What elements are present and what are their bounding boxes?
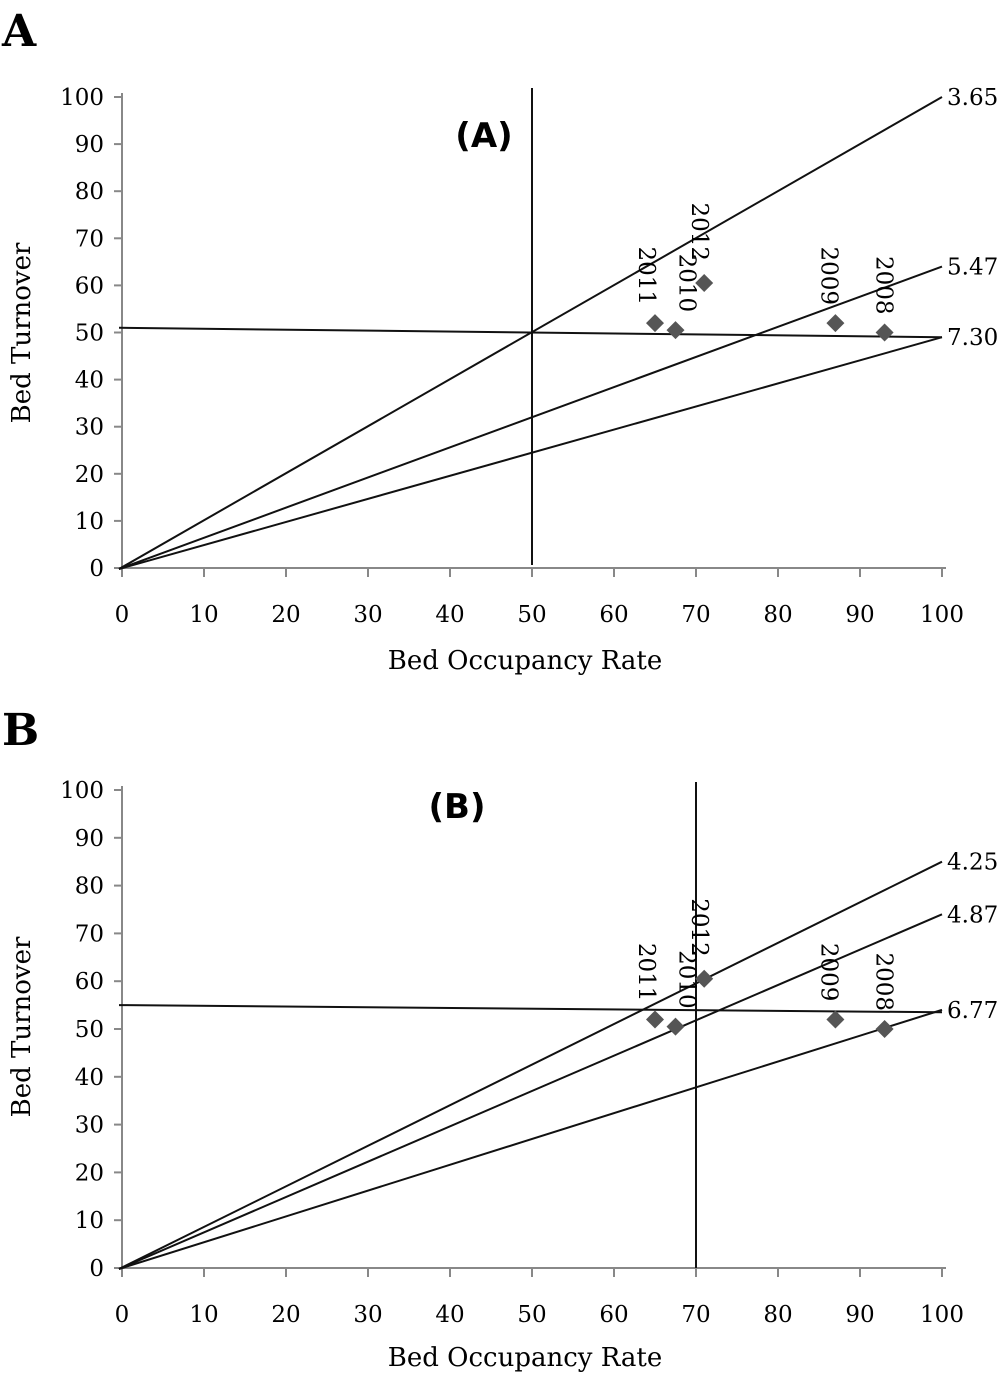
panel-a-isocline-line: [118, 96, 943, 570]
panel-a-y-tick-label: 40: [75, 368, 104, 394]
panel-a-isocline-line: [118, 336, 943, 570]
panel-a-y-tick-label: 90: [75, 132, 104, 158]
panel-a-x-tick-label: 30: [353, 602, 382, 628]
panel-a-point-2008: [875, 323, 894, 342]
panel-b-year-label-2012: 2012: [686, 898, 712, 957]
panel-b-y-tick-label: 100: [60, 778, 104, 804]
panel-b: B (B) Bed Occupancy Rate Bed Turnover 0 1…: [2, 705, 998, 1373]
panel-b-year-label-2010: 2010: [674, 950, 700, 1009]
panel-a-x-tick-label: 10: [189, 602, 218, 628]
panel-a-point-2011: [646, 314, 664, 333]
panel-a-x-tick-label: 20: [271, 602, 300, 628]
panel-b-y-tick-label: 30: [75, 1113, 104, 1139]
panel-b-y-tick-label: 10: [75, 1208, 104, 1234]
panel-b-y-tick-label: 80: [75, 874, 104, 900]
panel-b-reference-lines: [118, 782, 943, 1268]
panel-a-x-tick-label: 0: [115, 602, 130, 628]
panel-b-title: (B): [429, 787, 486, 827]
panel-b-year-label-2009: 2009: [815, 943, 841, 1002]
panel-a-x-tick-label: 90: [845, 602, 874, 628]
panel-a-point-2010: [666, 321, 685, 340]
panel-b-y-tick-label: 50: [75, 1017, 104, 1043]
panel-a-y-axis-title: Bed Turnover: [7, 242, 37, 423]
panel-a-isocline-label: 5.47: [947, 255, 998, 281]
panel-b-x-tick-label: 0: [115, 1302, 130, 1328]
panel-a-point-2012: [695, 274, 714, 293]
panel-b-isocline-line: [118, 913, 943, 1270]
panel-a-y-tick-label: 10: [75, 509, 104, 535]
panel-a-title: (A): [455, 116, 512, 156]
panel-b-isocline-label: 6.77: [947, 998, 998, 1024]
panel-b-y-tick-label: 70: [75, 921, 104, 947]
panel-b-y-tick-label: 40: [75, 1065, 104, 1091]
panel-a-year-label-2008: 2008: [871, 256, 897, 315]
panel-b-isocline-label: 4.25: [947, 850, 998, 876]
panel-b-x-tick-label: 70: [681, 1302, 710, 1328]
panel-a-isocline-label: 7.30: [947, 325, 998, 351]
panel-a-reference-lines: [118, 88, 943, 565]
panel-b-x-tick-label: 80: [763, 1302, 792, 1328]
panel-b-y-tick-label: 20: [75, 1160, 104, 1186]
panel-a-year-label-2011: 2011: [633, 247, 659, 306]
panel-b-point-2012: [695, 969, 714, 988]
panel-a-x-tick-label: 70: [681, 602, 710, 628]
panel-b-point-2009: [826, 1010, 845, 1029]
panel-b-isocline-label: 4.87: [947, 902, 998, 928]
panel-a-y-tick-label: 80: [75, 179, 104, 205]
panel-a-year-label-2012: 2012: [686, 202, 712, 261]
panel-a-isocline-label: 3.65: [947, 85, 998, 111]
panel-b-x-tick-label: 20: [271, 1302, 300, 1328]
panel-a-year-label-2009: 2009: [815, 247, 841, 306]
panel-b-isocline-line: [118, 1008, 943, 1270]
panel-b-point-2010: [666, 1017, 685, 1036]
panel-a-x-tick-label: 50: [517, 602, 546, 628]
panel-a-y-tick-label: 100: [60, 85, 104, 111]
panel-b-horizontal-reference-line: [118, 1004, 943, 1014]
panel-a-x-axis-title: Bed Occupancy Rate: [388, 646, 663, 676]
panel-a-y-tick-label: 60: [75, 273, 104, 299]
panel-a-y-tick-label: 50: [75, 321, 104, 347]
panel-b-y-axis-title: Bed Turnover: [7, 936, 37, 1117]
panel-a-point-2009: [826, 314, 845, 333]
panel-b-x-axis-title: Bed Occupancy Rate: [388, 1343, 663, 1373]
panel-b-x-tick-label: 10: [189, 1302, 218, 1328]
panel-a-x-tick-label: 60: [599, 602, 628, 628]
panel-b-isocline-line: [118, 860, 943, 1270]
panel-b-point-2008: [875, 1020, 894, 1038]
panel-b-x-tick-label: 50: [517, 1302, 546, 1328]
panel-b-letter: B: [2, 705, 39, 756]
panel-b-y-tick-label: 0: [89, 1256, 104, 1282]
panel-a-x-tick-label: 40: [435, 602, 464, 628]
panel-b-y-tick-label: 60: [75, 969, 104, 995]
panel-b-x-tick-label: 40: [435, 1302, 464, 1328]
panel-a-y-tick-label: 20: [75, 462, 104, 488]
panel-b-x-tick-label: 100: [920, 1302, 964, 1328]
panel-a-year-label-2010: 2010: [674, 254, 700, 313]
panel-a-y-tick-label: 30: [75, 415, 104, 441]
panel-b-axes: 0 10 20 30 40 50 60 70 80 90 100 0 10 20 30 40 50 60 70 80 9…: [60, 778, 964, 1328]
panel-b-x-tick-label: 60: [599, 1302, 628, 1328]
panel-b-isoclines: 4.25 4.87 6.77: [118, 850, 998, 1270]
panel-b-point-2011: [646, 1010, 664, 1029]
panel-a-y-tick-label: 70: [75, 226, 104, 252]
panel-b-year-label-2011: 2011: [633, 943, 659, 1002]
panel-a-x-tick-label: 100: [920, 602, 964, 628]
panel-b-year-label-2008: 2008: [871, 952, 897, 1011]
panel-a-x-tick-label: 80: [763, 602, 792, 628]
panel-a-isocline-line: [118, 265, 943, 570]
panel-a: A (A) Bed Occupancy Rate Bed Turnover 0 1…: [1, 6, 998, 676]
panel-a-axes: 0 10 20 30 40 50 60 70 80 90 100 0 10 20 30 40 50 60 70 80 9…: [60, 85, 964, 628]
panel-b-x-tick-label: 90: [845, 1302, 874, 1328]
panel-b-x-tick-label: 30: [353, 1302, 382, 1328]
panel-a-letter: A: [1, 6, 37, 57]
panel-b-y-tick-label: 90: [75, 826, 104, 852]
panel-a-y-tick-label: 0: [89, 556, 104, 582]
panel-a-isoclines: 3.65 5.47 7.30: [118, 85, 998, 570]
